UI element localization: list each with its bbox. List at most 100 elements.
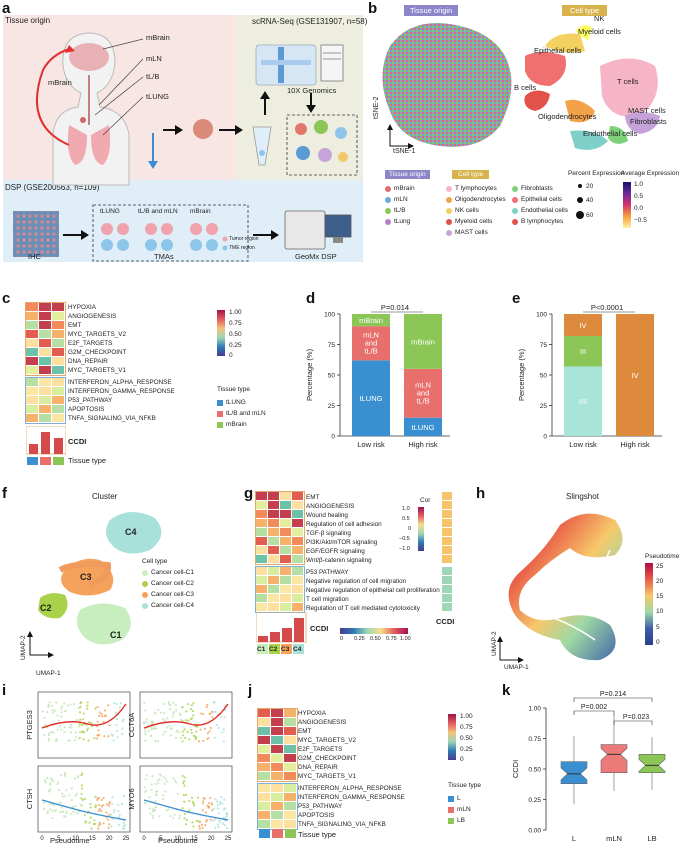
i-point [63, 726, 66, 729]
j-tick-100: 1.00 [460, 713, 473, 720]
i-point [118, 814, 121, 817]
f-legend-row: Cancer cell-C2 [142, 578, 194, 589]
pct-value-60: 60 [586, 212, 594, 219]
pct-dot-40 [577, 197, 583, 203]
i-point [122, 821, 125, 824]
cell-clusters-box [286, 114, 358, 176]
hm-c-row-label: INTERFERON_GAMMA_RESPONSE [68, 388, 175, 395]
h-tick-10: 10 [656, 608, 664, 615]
i-point [144, 778, 147, 781]
hm-g-cell [268, 576, 279, 584]
i-point [44, 781, 47, 784]
slingshot-cloud [508, 513, 623, 661]
hm-g-cell [280, 546, 291, 554]
panel-letter-e: e [512, 290, 521, 307]
i-point [162, 733, 165, 736]
i-point [157, 782, 160, 785]
i-point [60, 707, 63, 710]
g-cor-colorbar [418, 507, 424, 551]
i-point [209, 726, 213, 730]
i-point [55, 701, 58, 704]
f-legend-swatch [142, 569, 148, 576]
g-col-cell-c3 [281, 644, 292, 654]
hm-g-cell [292, 501, 303, 509]
i-point [225, 827, 229, 830]
i-point [191, 709, 195, 713]
hm-c-cell [26, 348, 38, 356]
organ-label-tlb: tL/B [146, 72, 160, 81]
hm-j-cell [271, 820, 283, 828]
i-point [144, 733, 147, 736]
hm-g-cell [268, 528, 279, 536]
i-point [86, 701, 89, 704]
hm-g-side-cell [442, 576, 452, 584]
b-tissue-legend-row: tLung [385, 216, 415, 227]
pct-dots [576, 184, 584, 219]
i-point [176, 792, 180, 796]
tmas-label: TMAs [154, 252, 174, 261]
e-segment-label: IV [631, 371, 638, 380]
hm-g-cell [280, 555, 291, 563]
i-point [69, 703, 72, 706]
cell-type-badge: Cell type [562, 5, 608, 16]
b-cell-legend-row: Epithelial cells [512, 194, 568, 205]
i-point [175, 709, 178, 712]
i-point [120, 802, 123, 805]
i-point [191, 821, 194, 824]
panel-letter-i: i [2, 682, 7, 699]
panel-letter-b: b [368, 0, 378, 17]
hm-g-cell [292, 492, 303, 500]
i-point [151, 814, 154, 817]
hm-c-cell [26, 330, 38, 338]
hm-j-cell [258, 709, 270, 717]
i-point [80, 804, 83, 807]
hm-g-cell [268, 585, 279, 593]
hm-g-cell [268, 537, 279, 545]
hm-c-cell [39, 321, 51, 329]
k-pvalue-l-mln: P=0.002 [581, 704, 607, 711]
hm-j-cell [271, 718, 283, 726]
i-point [47, 703, 50, 706]
i-point [196, 796, 200, 799]
avg-colorbar [623, 182, 631, 228]
i-point [49, 807, 52, 811]
i-point [183, 800, 186, 803]
i-point [107, 804, 110, 807]
i-point [78, 723, 81, 726]
b-cell-legend-row: Endothelial cells [512, 205, 568, 216]
hm-g-cell [292, 603, 303, 611]
i-smooth-line [41, 703, 127, 729]
i-xtick-label: 15 [191, 836, 198, 842]
i-point [204, 824, 207, 827]
i-point [100, 809, 103, 813]
cluster-label-oligo: Oligodendrocytes [538, 112, 597, 121]
cluster-c4-region [106, 511, 162, 554]
i-point [61, 810, 65, 814]
tissue-cell-j-1 [259, 829, 270, 838]
g-col-cell-c2 [269, 644, 280, 654]
i-point [122, 827, 125, 830]
hm-j-cell [258, 772, 270, 780]
i-point [42, 734, 46, 737]
i-point [80, 774, 83, 777]
d-ytick-label: 75 [328, 342, 336, 349]
i-point [103, 709, 107, 712]
j-tick-050: 0.50 [460, 735, 473, 742]
d-segment-label: mLN [415, 380, 431, 389]
i-point [63, 702, 66, 705]
i-frame [139, 691, 233, 759]
i-point [65, 789, 68, 792]
i-point [56, 782, 59, 786]
pct-dot-20 [578, 184, 582, 188]
cluster-label-tcells: T cells [617, 77, 639, 86]
tsne-x-label: tSNE-1 [393, 148, 416, 155]
hm-g-side-cell [442, 501, 452, 509]
hm-g-cell [280, 510, 291, 518]
i-point [144, 730, 147, 733]
i-point [216, 800, 219, 803]
i-point [184, 736, 187, 739]
i-point [183, 779, 186, 783]
hm-j-row-label: G2M_CHECKPOINT [298, 755, 357, 762]
i-point [221, 731, 224, 734]
i-point [56, 714, 59, 717]
